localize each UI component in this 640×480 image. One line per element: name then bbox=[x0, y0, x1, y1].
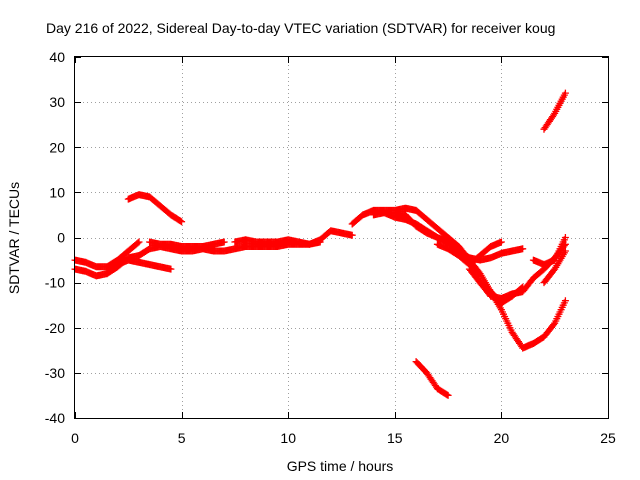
y-tick-label: 10 bbox=[49, 184, 65, 200]
data-point bbox=[497, 238, 505, 246]
chart-title: Day 216 of 2022, Sidereal Day-to-day VTE… bbox=[46, 20, 555, 36]
y-tick-label: 40 bbox=[49, 49, 65, 65]
y-tick-label: 0 bbox=[57, 230, 65, 246]
x-tick-label: 15 bbox=[387, 430, 403, 446]
x-tick-label: 5 bbox=[178, 430, 186, 446]
x-tick-label: 0 bbox=[71, 430, 79, 446]
data-point bbox=[561, 234, 569, 241]
x-tick-label: 10 bbox=[280, 430, 296, 446]
y-axis-label: SDTVAR / TECUs bbox=[6, 182, 22, 294]
series-track-14 bbox=[412, 358, 452, 399]
series-track-12 bbox=[529, 234, 569, 269]
series-track-6 bbox=[231, 227, 356, 248]
data-point bbox=[519, 245, 527, 253]
y-tick-label: -40 bbox=[45, 410, 65, 426]
data-point bbox=[444, 391, 452, 399]
series-track-4 bbox=[146, 238, 228, 250]
series-track-3 bbox=[103, 256, 175, 278]
data-point bbox=[519, 283, 527, 291]
series-track-15 bbox=[540, 89, 569, 133]
series-track-13 bbox=[540, 247, 569, 287]
data-point bbox=[135, 238, 143, 246]
x-tick-label: 20 bbox=[494, 430, 510, 446]
series-track-10 bbox=[433, 238, 505, 269]
data-point bbox=[561, 247, 569, 255]
y-tick-label: -30 bbox=[45, 365, 65, 381]
data-point bbox=[167, 265, 175, 273]
series-track-11 bbox=[465, 265, 527, 307]
series-track-1 bbox=[71, 238, 143, 271]
y-tick-label: 20 bbox=[49, 139, 65, 155]
data-point bbox=[134, 239, 142, 247]
y-tick-label: -20 bbox=[45, 320, 65, 336]
data-point bbox=[518, 284, 526, 292]
data-point bbox=[178, 218, 186, 226]
data-points bbox=[71, 89, 569, 399]
plot-frame bbox=[74, 56, 609, 419]
data-point bbox=[177, 217, 184, 225]
y-tick-label: 30 bbox=[49, 94, 65, 110]
x-tick-label: 25 bbox=[600, 430, 616, 446]
data-point bbox=[550, 321, 558, 329]
data-point bbox=[561, 297, 569, 305]
x-axis-label: GPS time / hours bbox=[287, 458, 394, 474]
data-point bbox=[348, 231, 356, 239]
axis-ticks: 0 5 10 15 20 25 -40 -30 -20 -10 0 10 20 30 40 bbox=[45, 49, 616, 446]
series-track-5 bbox=[124, 191, 186, 226]
grid bbox=[75, 57, 608, 418]
data-point bbox=[561, 89, 569, 97]
data-point bbox=[550, 111, 558, 119]
data-point bbox=[220, 238, 228, 246]
y-tick-label: -10 bbox=[45, 275, 65, 291]
